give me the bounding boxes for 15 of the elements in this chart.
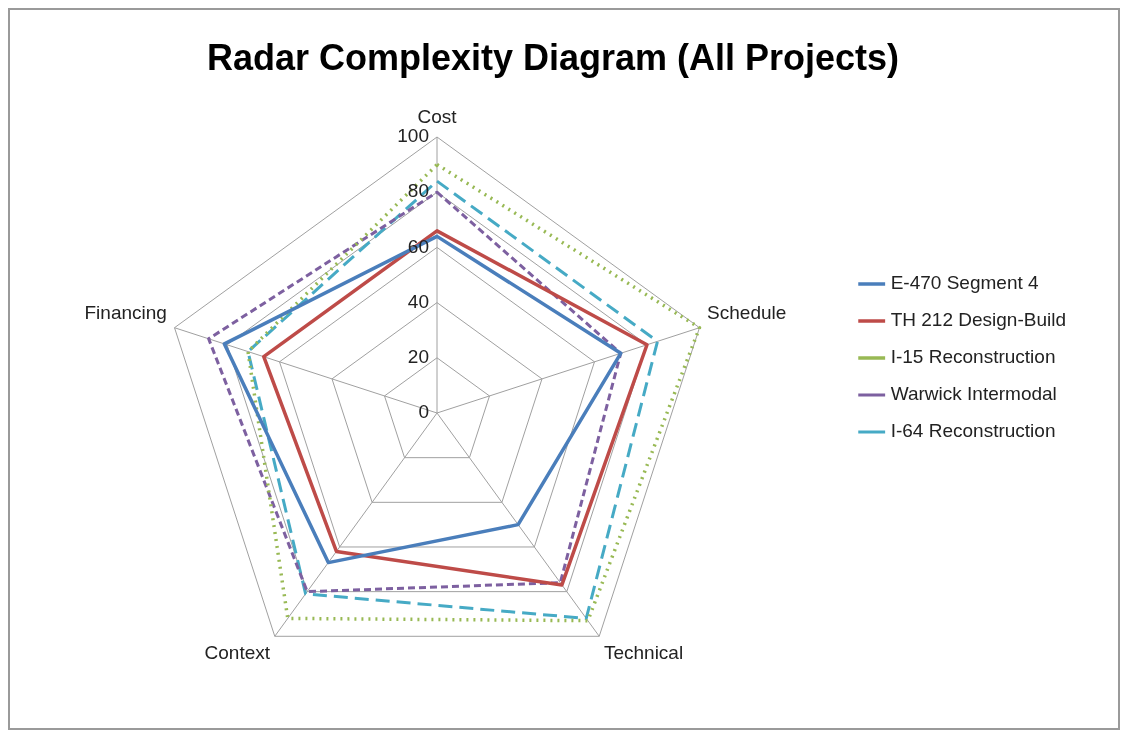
- spoke-label: Cost: [417, 105, 458, 127]
- legend-label: E-470 Segment 4: [890, 272, 1039, 294]
- spoke-label: Context: [204, 642, 271, 664]
- spoke-label: Financing: [84, 302, 167, 324]
- y-tick-label: 100: [397, 125, 429, 147]
- y-tick-label: 40: [407, 290, 429, 312]
- spoke-label: Technical: [603, 642, 684, 664]
- legend-label: Warwick Intermodal: [890, 383, 1057, 405]
- spoke-label: Schedule: [707, 302, 787, 324]
- chart-title: Radar Complexity Diagram (All Projects): [206, 36, 900, 78]
- legend-label: TH 212 Design-Build: [890, 309, 1067, 331]
- legend-label: I-15 Reconstruction: [890, 346, 1056, 368]
- legend-label: I-64 Reconstruction: [890, 420, 1056, 442]
- y-tick-label: 20: [407, 346, 429, 368]
- y-tick-label: 0: [418, 401, 429, 423]
